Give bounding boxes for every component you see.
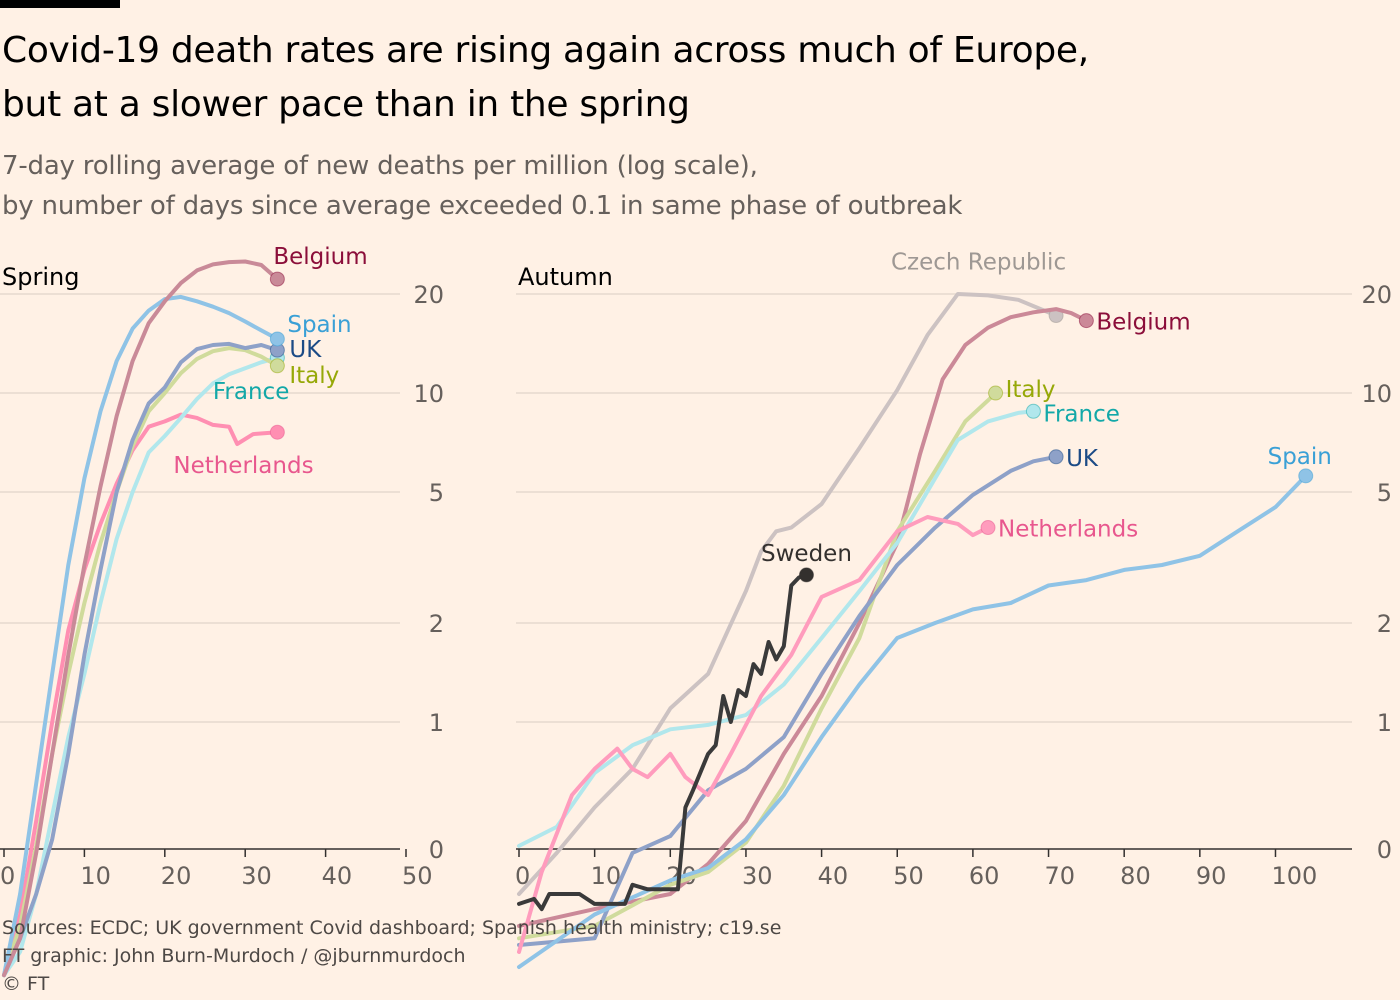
series-line — [517, 515, 990, 954]
series-line — [2, 259, 280, 978]
y-tick-label: 1 — [429, 709, 444, 737]
x-tick-label: 30 — [742, 862, 773, 890]
series-end-point — [1298, 468, 1314, 484]
series-end-point — [269, 271, 285, 287]
series-end-point — [988, 385, 1004, 401]
series-label: Spain — [287, 312, 351, 338]
x-tick-label: 100 — [1271, 862, 1317, 890]
chart-title: Covid-19 death rates are rising again ac… — [2, 30, 1089, 125]
source-note: Sources: ECDC; UK government Covid dashb… — [2, 917, 782, 939]
x-tick-label: 50 — [893, 862, 924, 890]
series-end-point — [1025, 403, 1041, 419]
x-tick-label: 70 — [1045, 862, 1076, 890]
series-line — [517, 409, 1036, 848]
series-line — [2, 355, 280, 978]
y-tick-label: 0 — [429, 836, 444, 864]
series-line — [517, 454, 1059, 947]
y-tick-label: 20 — [1361, 281, 1392, 309]
y-tick-label: 2 — [429, 610, 444, 638]
x-tick-label: 60 — [969, 862, 1000, 890]
ft-top-bar — [0, 0, 120, 8]
x-tick-label: 10 — [80, 862, 111, 890]
series-label: Netherlands — [998, 517, 1138, 543]
series-label: Belgium — [273, 244, 367, 270]
series-label: Spain — [1268, 444, 1332, 470]
series-label: Netherlands — [173, 453, 313, 479]
panel-title: Spring — [2, 263, 79, 291]
series-end-point — [269, 331, 285, 347]
series-line — [2, 341, 280, 978]
x-tick-label: 0 — [0, 862, 15, 890]
series-line — [517, 292, 1059, 896]
chart-subtitle: 7-day rolling average of new deaths per … — [2, 151, 963, 221]
series-line — [2, 412, 280, 978]
y-tick-label: 20 — [413, 281, 444, 309]
series-label: Italy — [289, 363, 339, 389]
x-tick-label: 20 — [161, 862, 192, 890]
series-label: Italy — [1006, 377, 1056, 403]
series-label: Sweden — [761, 541, 852, 567]
series-line — [517, 307, 1089, 928]
y-tick-label: 10 — [1361, 380, 1392, 408]
x-tick-label: 50 — [402, 862, 433, 890]
y-tick-label: 1 — [1377, 709, 1392, 737]
y-tick-label: 2 — [1377, 610, 1392, 638]
series-label: Czech Republic — [891, 250, 1066, 276]
series-label: UK — [1066, 446, 1099, 472]
series-end-point — [269, 424, 285, 440]
series-label: France — [1043, 401, 1119, 427]
series-end-point — [1078, 313, 1094, 329]
y-tick-label: 0 — [1377, 836, 1392, 864]
series-label: Belgium — [1096, 310, 1190, 336]
x-tick-label: 80 — [1120, 862, 1151, 890]
graphic-credit: FT graphic: John Burn-Murdoch / @jburnmu… — [2, 945, 466, 967]
series-line — [2, 294, 280, 978]
footer: Sources: ECDC; UK government Covid dashb… — [2, 914, 781, 998]
y-tick-label: 10 — [413, 380, 444, 408]
series-end-point — [980, 520, 996, 536]
series-end-point — [269, 358, 285, 374]
series-label: UK — [289, 337, 322, 363]
panel-title: Autumn — [518, 263, 613, 291]
series-line — [517, 572, 809, 912]
series-line — [517, 391, 998, 941]
x-tick-label: 40 — [322, 862, 353, 890]
x-tick-label: 30 — [241, 862, 272, 890]
x-tick-label: 40 — [818, 862, 849, 890]
copyright: © FT — [2, 973, 50, 995]
y-tick-label: 5 — [1377, 479, 1392, 507]
x-tick-label: 90 — [1196, 862, 1227, 890]
series-line — [517, 473, 1308, 969]
series-label: France — [213, 379, 289, 405]
y-tick-label: 5 — [429, 479, 444, 507]
series-end-point — [1048, 449, 1064, 465]
series-end-point — [798, 567, 814, 583]
